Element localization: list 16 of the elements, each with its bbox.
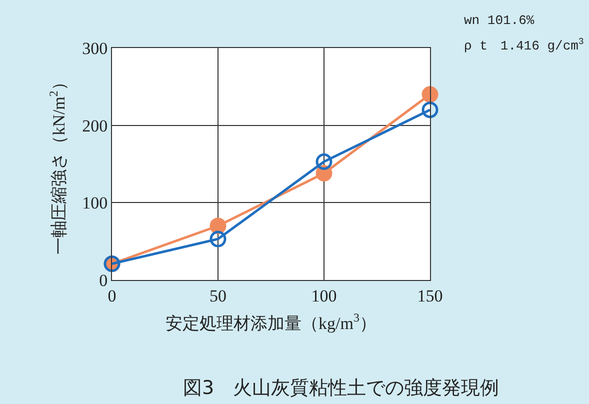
point bbox=[210, 230, 226, 248]
text: 図3 火山灰質粘性土での強度発現例 bbox=[183, 377, 500, 399]
x-axis-title: 安定処理材添加量（kg/m$^{3}$） bbox=[166, 310, 376, 333]
y-tick-label: 300 bbox=[82, 38, 108, 58]
x-tick-label: 150 bbox=[417, 286, 443, 306]
text: ρ t 1.416 g/cm$^{3}$ bbox=[464, 36, 584, 54]
point bbox=[210, 218, 226, 234]
y-tick-label: 200 bbox=[82, 116, 108, 136]
point bbox=[316, 153, 332, 170]
point bbox=[422, 86, 438, 103]
x-tick-label: 100 bbox=[311, 286, 337, 306]
y-tick-label: 100 bbox=[82, 194, 108, 213]
x-tick-label: 50 bbox=[210, 286, 226, 306]
point bbox=[422, 102, 438, 118]
y-tick-label: 0 bbox=[99, 270, 108, 290]
text: wn 101.6% bbox=[464, 13, 534, 28]
